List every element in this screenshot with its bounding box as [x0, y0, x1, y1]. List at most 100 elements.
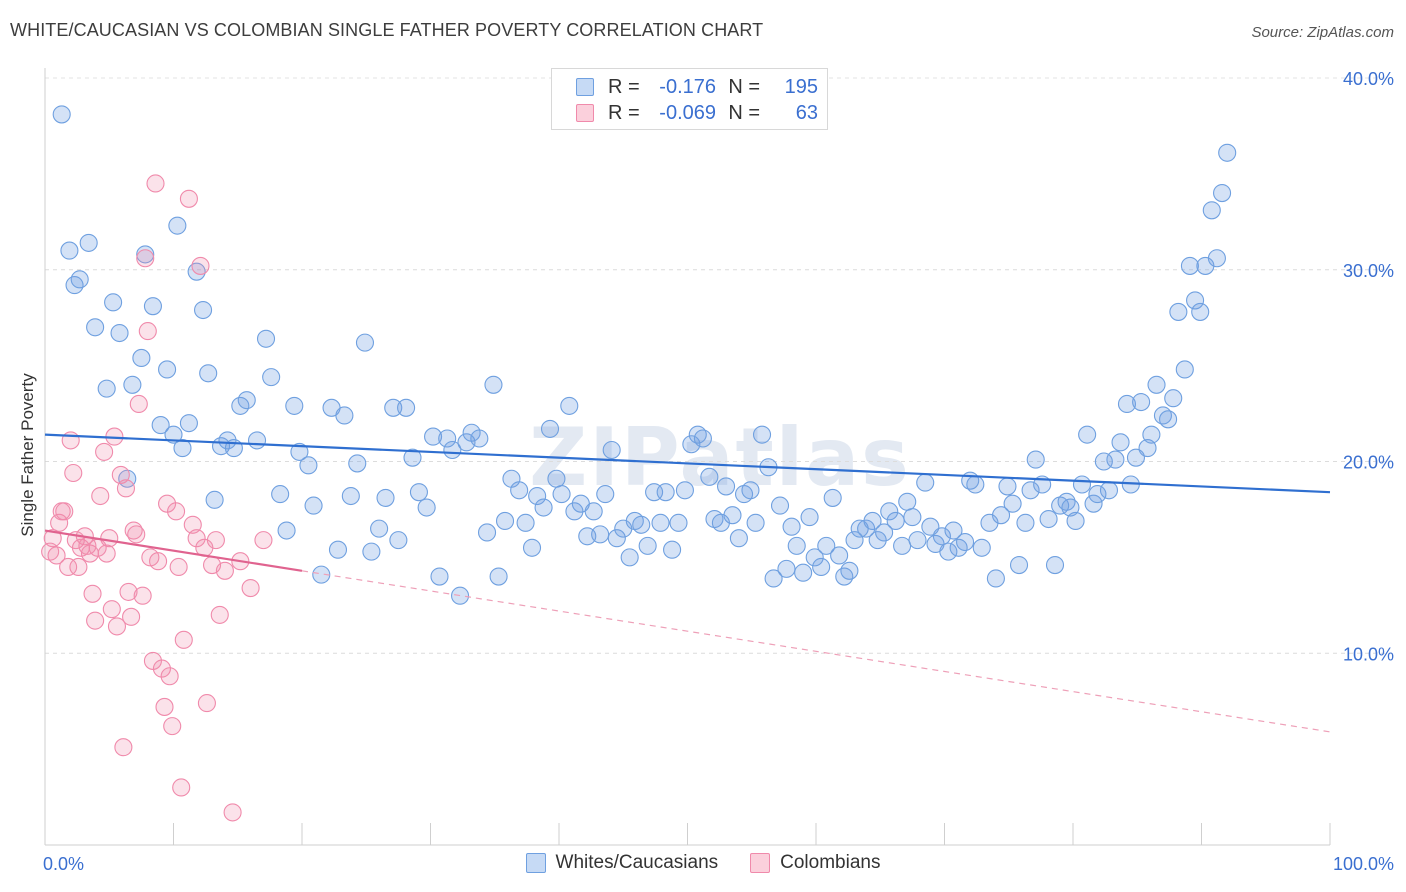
whites-point: [271, 485, 290, 504]
legend-label: Whites/Caucasians: [555, 852, 719, 873]
whites-point: [205, 490, 224, 509]
y-tick-label: 40.0%: [1343, 69, 1394, 89]
whites-swatch: [576, 78, 594, 96]
whites-point: [663, 540, 682, 559]
whites-point: [86, 318, 105, 337]
whites-point: [1003, 494, 1022, 513]
whites-point: [168, 216, 187, 235]
whites-point: [328, 540, 348, 559]
whites-point: [409, 483, 428, 502]
whites-point: [986, 569, 1005, 588]
whites-point: [237, 391, 256, 410]
colombians-point: [241, 579, 260, 598]
whites-point: [495, 511, 515, 530]
whites-point: [451, 586, 470, 605]
whites-point: [312, 565, 331, 584]
source-label: Source: ZipAtlas.com: [1251, 24, 1394, 41]
whites-point: [1039, 509, 1058, 529]
whites-point: [1169, 302, 1188, 321]
whites-point: [1213, 184, 1232, 203]
whites-point: [484, 375, 503, 394]
whites-point: [1099, 481, 1119, 500]
whites-point: [817, 536, 836, 555]
whites-point: [875, 523, 894, 542]
whites-point: [1142, 425, 1161, 444]
whites-point: [893, 536, 912, 555]
whites-point: [1218, 143, 1237, 162]
whites-point: [1175, 360, 1194, 379]
y-tick-label: 10.0%: [1343, 644, 1394, 664]
y-tick-label: 20.0%: [1343, 453, 1394, 473]
colombians-point: [83, 584, 102, 603]
whites-point: [443, 440, 462, 460]
whites-point: [470, 429, 489, 448]
stats-legend: R = -0.176 N = 195 R = -0.069 N = 63: [551, 68, 828, 130]
whites-point: [397, 398, 416, 417]
colombians-point: [102, 600, 121, 619]
whites-point: [903, 508, 922, 527]
whites-point: [489, 567, 508, 586]
whites-point: [1021, 481, 1040, 500]
legend-label: Colombians: [780, 852, 881, 873]
whites-point: [528, 486, 547, 506]
colombians-point: [163, 717, 182, 736]
whites-point: [199, 364, 218, 383]
whites-point: [1202, 201, 1221, 220]
x-tick-label: 100.0%: [1333, 854, 1394, 874]
whites-point: [752, 425, 772, 444]
whites-point: [522, 538, 542, 557]
r-value: -0.069: [659, 101, 716, 124]
whites-point: [880, 502, 899, 521]
whites-point: [299, 456, 318, 475]
whites-point: [285, 396, 304, 415]
colombians-point: [138, 322, 157, 341]
whites-point: [746, 513, 765, 532]
whites-point: [921, 517, 940, 536]
colombians-point: [254, 531, 273, 550]
whites-point: [1159, 410, 1178, 429]
whites-point: [1072, 475, 1092, 494]
colombians-point: [155, 697, 174, 716]
whites-point: [1207, 249, 1226, 268]
colombians-point: [183, 515, 202, 534]
colombians-point: [64, 463, 83, 483]
whites-point: [700, 467, 719, 486]
whites-point: [972, 538, 991, 557]
whites-point: [651, 513, 670, 532]
whites-point: [348, 454, 367, 473]
whites-point: [384, 398, 403, 417]
n-value: 63: [795, 101, 818, 124]
legend-item-whites[interactable]: Whites/Caucasians: [525, 852, 719, 874]
whites-point: [477, 523, 497, 542]
whites-point: [277, 521, 296, 540]
colombians-point: [91, 486, 110, 506]
colombians-point: [136, 249, 155, 268]
colombians-point: [122, 607, 141, 626]
whites-point: [782, 517, 801, 536]
whites-point: [534, 498, 553, 517]
whites-point: [123, 375, 142, 394]
colombians-trendline: [44, 529, 303, 572]
whites-point: [362, 542, 381, 561]
colombians-point: [50, 513, 69, 532]
stats-legend-row-whites: R = -0.176 N = 195: [576, 74, 818, 100]
whites-point: [256, 329, 276, 348]
whites-point: [632, 515, 651, 534]
whites-point: [389, 531, 408, 550]
colombians-point: [191, 256, 210, 275]
whites-point: [823, 488, 842, 507]
whites-point: [1117, 394, 1137, 414]
legend-item-colombians[interactable]: Colombians: [750, 852, 880, 874]
n-label: N =: [728, 101, 760, 124]
whites-point: [607, 529, 626, 548]
whites-point: [1016, 513, 1035, 532]
colombians-legend-swatch: [750, 853, 771, 873]
colombians-point: [111, 465, 130, 484]
whites-point: [540, 419, 560, 438]
whites-point: [70, 270, 89, 289]
colombians-point: [152, 659, 171, 678]
colombians-point: [223, 803, 242, 822]
whites-point: [552, 485, 571, 504]
whites-point: [1066, 511, 1085, 530]
whites-point: [173, 439, 192, 458]
